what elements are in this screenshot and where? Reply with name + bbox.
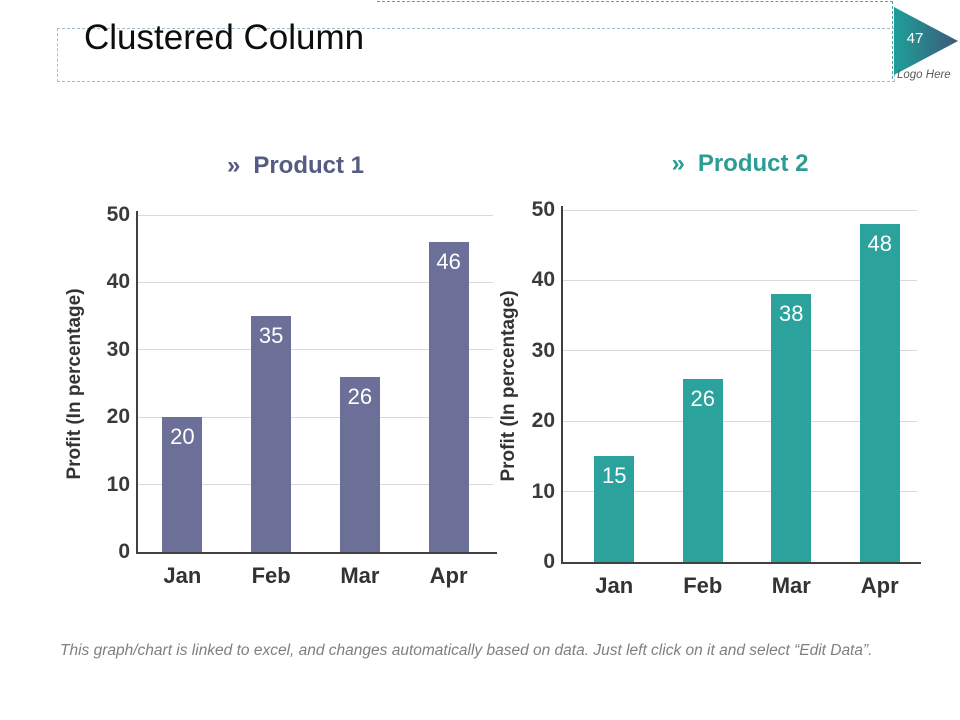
chart-title-text: Product 1 [253,152,365,179]
gridline [138,214,493,216]
x-tick-label: Feb [683,573,723,598]
gridline [138,349,493,351]
x-tick-label: Feb [251,563,291,588]
x-tick-label: Apr [860,573,899,598]
chevron-bullet-icon: » [671,150,685,177]
bar-feb [682,378,723,562]
y-tick-label: 30 [106,337,130,361]
y-tick-label: 0 [118,540,130,563]
y-tick-label: 50 [531,198,555,221]
y-axis-title: Profit (In percentage) [64,287,85,480]
x-tick-label: Apr [429,563,468,588]
y-tick-label: 30 [531,338,555,362]
gridline [563,491,917,493]
y-tick-label: 40 [531,268,555,292]
bar-mar [771,294,812,562]
chart-product-1[interactable]: » Product 1 0 10 20 30 40 50 20 Jan 35 Feb 26 Mar 46 Ap… [60,152,510,617]
y-tick-label: 50 [106,203,130,226]
bar-value-label: 26 [347,383,373,409]
bar-jan [594,456,635,562]
x-axis-line [561,562,921,564]
bar-feb [251,316,292,552]
gridline [138,416,493,418]
gridline [563,350,917,352]
x-tick-label: Mar [771,573,811,598]
bar-jan [162,417,203,552]
chevron-bullet-icon: » [226,152,241,179]
logo-placeholder[interactable]: Logo Here [897,69,951,81]
gridline [563,420,917,422]
bar-value-label: 20 [170,424,195,450]
bar-value-label: 38 [779,301,804,327]
page-title[interactable]: Clustered Column [84,18,365,57]
chart-title: » Product 2 [563,150,917,178]
bar-value-label: 35 [258,323,284,349]
y-axis-line [561,206,563,562]
bar-apr [428,241,469,552]
gridline [138,281,493,283]
y-axis-title: Profit (In percentage) [498,290,519,482]
chart-title: » Product 1 [118,152,473,180]
bar-mar [339,376,380,552]
bar-value-label: 26 [690,385,715,411]
x-tick-label: Jan [163,563,202,588]
bar-value-label: 48 [867,231,892,257]
y-tick-label: 0 [543,550,555,573]
y-tick-label: 10 [531,479,555,503]
x-tick-label: Mar [340,563,380,588]
y-tick-label: 40 [106,270,130,294]
x-tick-label: Jan [595,573,634,598]
page-number-triangle-icon [894,7,958,75]
bar-apr [859,224,900,562]
gridline [138,484,493,486]
gridline [563,279,917,281]
bar-value-label: 46 [436,248,461,274]
y-tick-label: 20 [106,405,130,429]
x-axis-line [136,552,497,554]
gridline [563,209,917,211]
y-axis-line [136,211,138,552]
footer-note: This graph/chart is linked to excel, and… [60,642,873,659]
chart-product-2[interactable]: » Product 2 0 10 20 30 40 50 15 Jan 26 Feb 38 Mar 48 Ap… [498,150,960,625]
y-tick-label: 10 [106,472,130,496]
bar-value-label: 15 [602,463,627,489]
chart-title-text: Product 2 [697,150,809,177]
y-tick-label: 20 [531,409,555,433]
page-number: 47 [906,30,924,47]
top-placeholder-border [377,1,893,79]
